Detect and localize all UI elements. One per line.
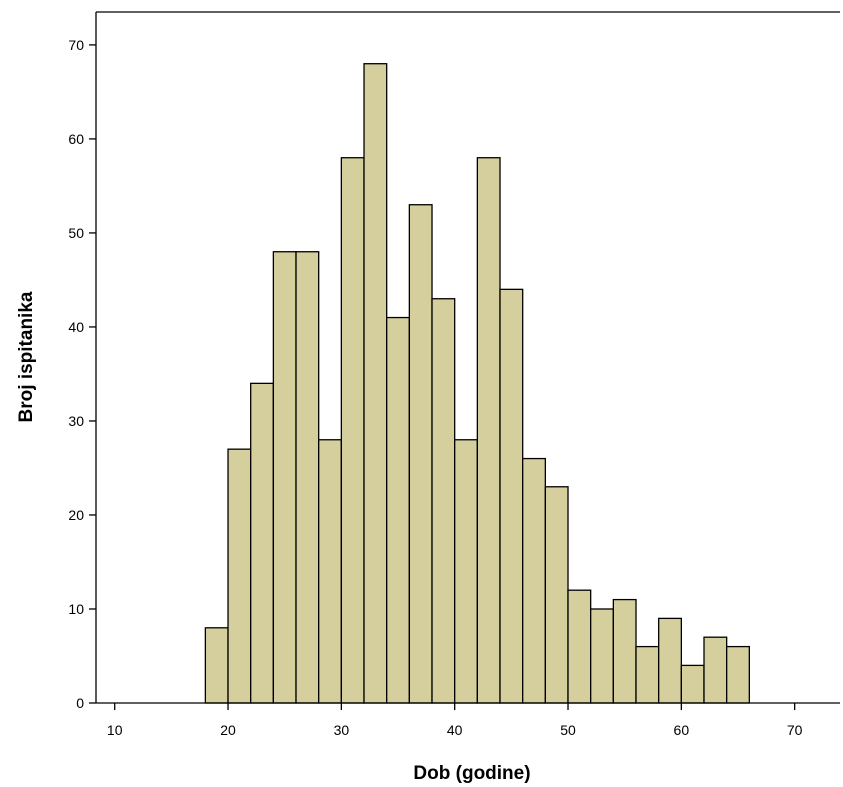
histogram-bar-44-46 [499, 288, 524, 704]
histogram-bar-60-62 [680, 664, 705, 704]
y-tick-label-50: 50 [68, 225, 84, 241]
histogram-bar-30-32 [340, 157, 365, 704]
x-tick-label-30: 30 [334, 722, 350, 738]
histogram-bar-62-64 [703, 636, 728, 704]
x-tick-label-10: 10 [107, 722, 123, 738]
bars-group [204, 63, 750, 704]
axes-group [95, 11, 840, 704]
histogram-bar-20-22 [227, 448, 252, 704]
histogram-bar-56-58 [635, 645, 660, 704]
histogram-bar-22-24 [250, 382, 275, 704]
histogram-bar-40-42 [454, 439, 478, 704]
histogram-bar-38-40 [431, 298, 456, 704]
y-tick-label-70: 70 [68, 37, 84, 53]
y-axis-title: Broj ispitanika [16, 291, 37, 422]
x-tick-label-20: 20 [220, 722, 236, 738]
x-tick-label-70: 70 [787, 722, 803, 738]
histogram-bar-32-34 [363, 63, 388, 704]
x-axis-title: Dob (godine) [413, 763, 530, 784]
histogram-bar-52-54 [590, 608, 614, 704]
histogram-bar-50-52 [567, 589, 592, 704]
x-tick-label-40: 40 [447, 722, 463, 738]
ticks-group: 0 10 20 30 40 50 60 70 10 20 30 40 50 60 70 [68, 37, 802, 738]
histogram-bar-26-28 [295, 251, 320, 704]
histogram-bar-36-38 [408, 204, 433, 704]
y-tick-label-30: 30 [68, 413, 84, 429]
histogram-bar-48-50 [544, 486, 569, 704]
x-tick-label-60: 60 [674, 722, 690, 738]
y-tick-label-20: 20 [68, 507, 84, 523]
histogram-bar-34-36 [386, 316, 411, 704]
histogram-bar-42-44 [476, 157, 501, 704]
y-tick-label-40: 40 [68, 319, 84, 335]
y-tick-label-10: 10 [68, 601, 84, 617]
y-tick-label-0: 0 [76, 695, 84, 711]
x-tick-label-50: 50 [560, 722, 576, 738]
histogram-bar-18-20 [204, 627, 229, 704]
histogram-bar-64-66 [726, 645, 750, 704]
histogram-bar-28-30 [318, 439, 343, 704]
y-tick-label-60: 60 [68, 131, 84, 147]
histogram-bar-46-48 [522, 457, 546, 704]
histogram-bar-58-60 [658, 617, 682, 704]
histogram-bar-24-26 [272, 251, 297, 704]
histogram-bar-54-56 [612, 598, 637, 704]
